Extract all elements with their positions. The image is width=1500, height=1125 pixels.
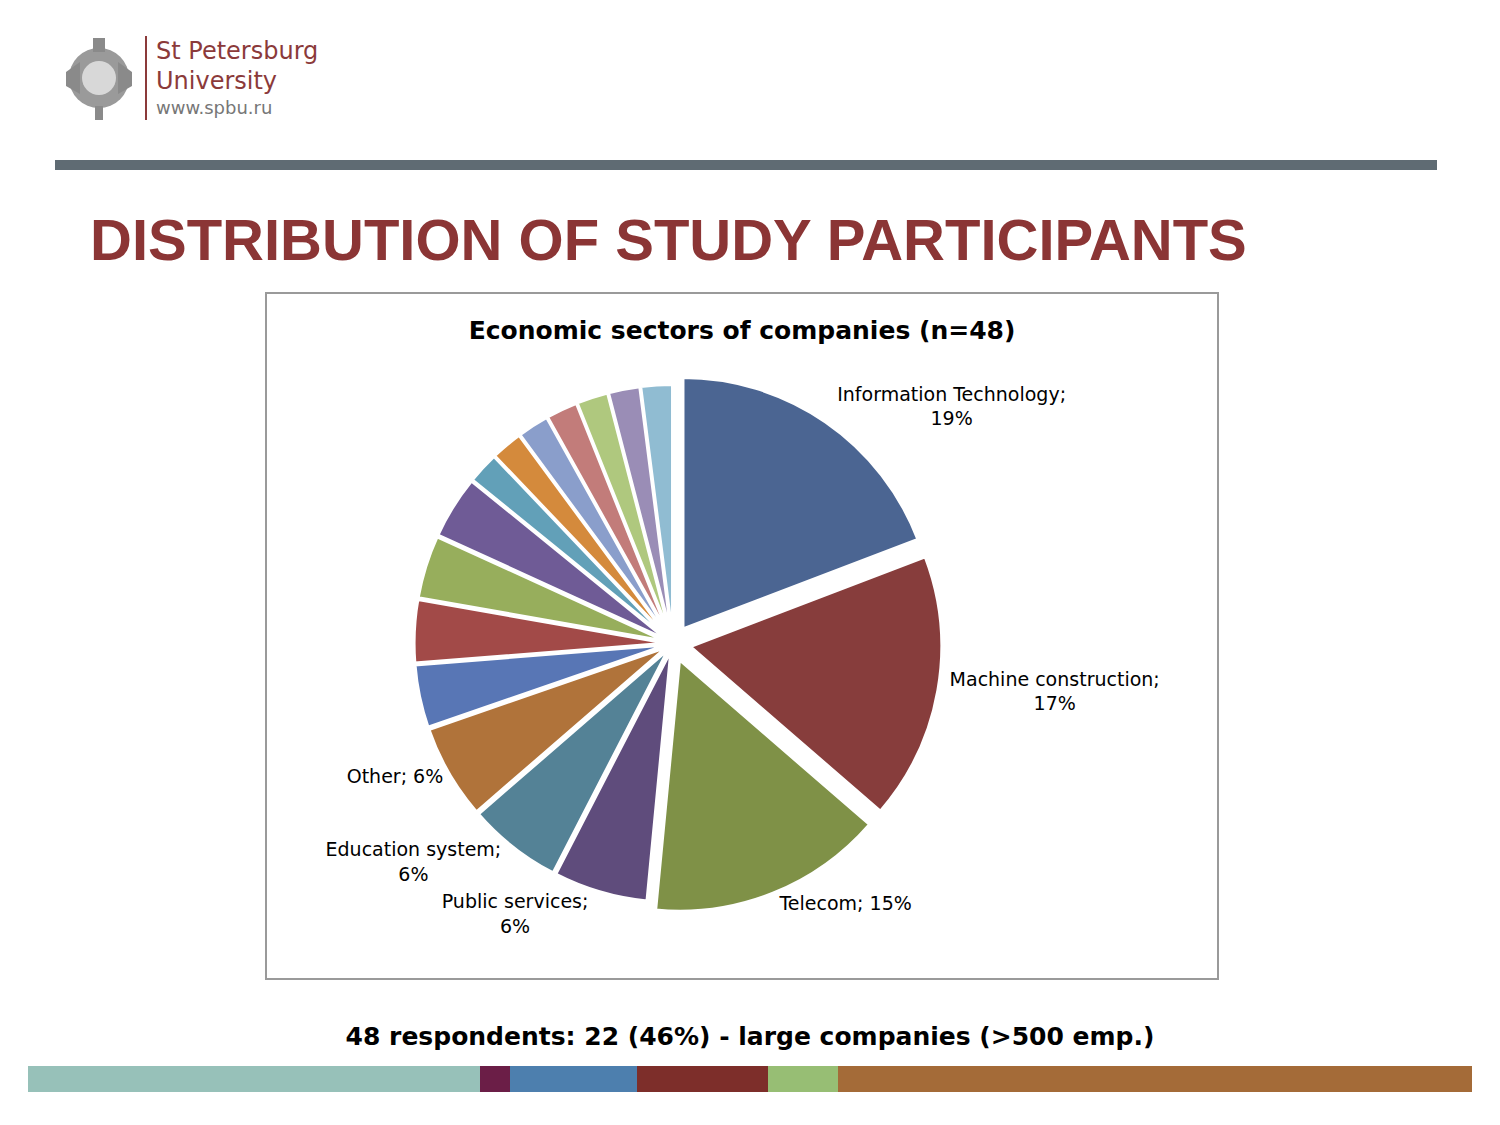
svg-text:Public services;6%: Public services;6% <box>442 890 589 937</box>
svg-text:Other; 6%: Other; 6% <box>347 765 444 787</box>
html-text:University: University <box>156 67 278 95</box>
svg-text:Education system;6%: Education system;6% <box>326 838 502 885</box>
html-text:DISTRIBUTION OF STUDY PARTICIP: DISTRIBUTION OF STUDY PARTICIPANTS <box>90 207 1247 272</box>
svg-text:Telecom; 15%: Telecom; 15% <box>778 892 911 914</box>
svg-text:Economic sectors of companies: Economic sectors of companies (n=48) <box>469 316 1016 345</box>
html-text:www.spbu.ru: www.spbu.ru <box>156 97 273 118</box>
svg-text:Information Technology;19%: Information Technology;19% <box>837 383 1066 430</box>
svg-text:Machine construction;17%: Machine construction;17% <box>950 668 1160 715</box>
html-text:St Petersburg: St Petersburg <box>156 37 319 65</box>
html-text:48 respondents: 22 (46%) - lar: 48 respondents: 22 (46%) - large compani… <box>345 1022 1155 1051</box>
